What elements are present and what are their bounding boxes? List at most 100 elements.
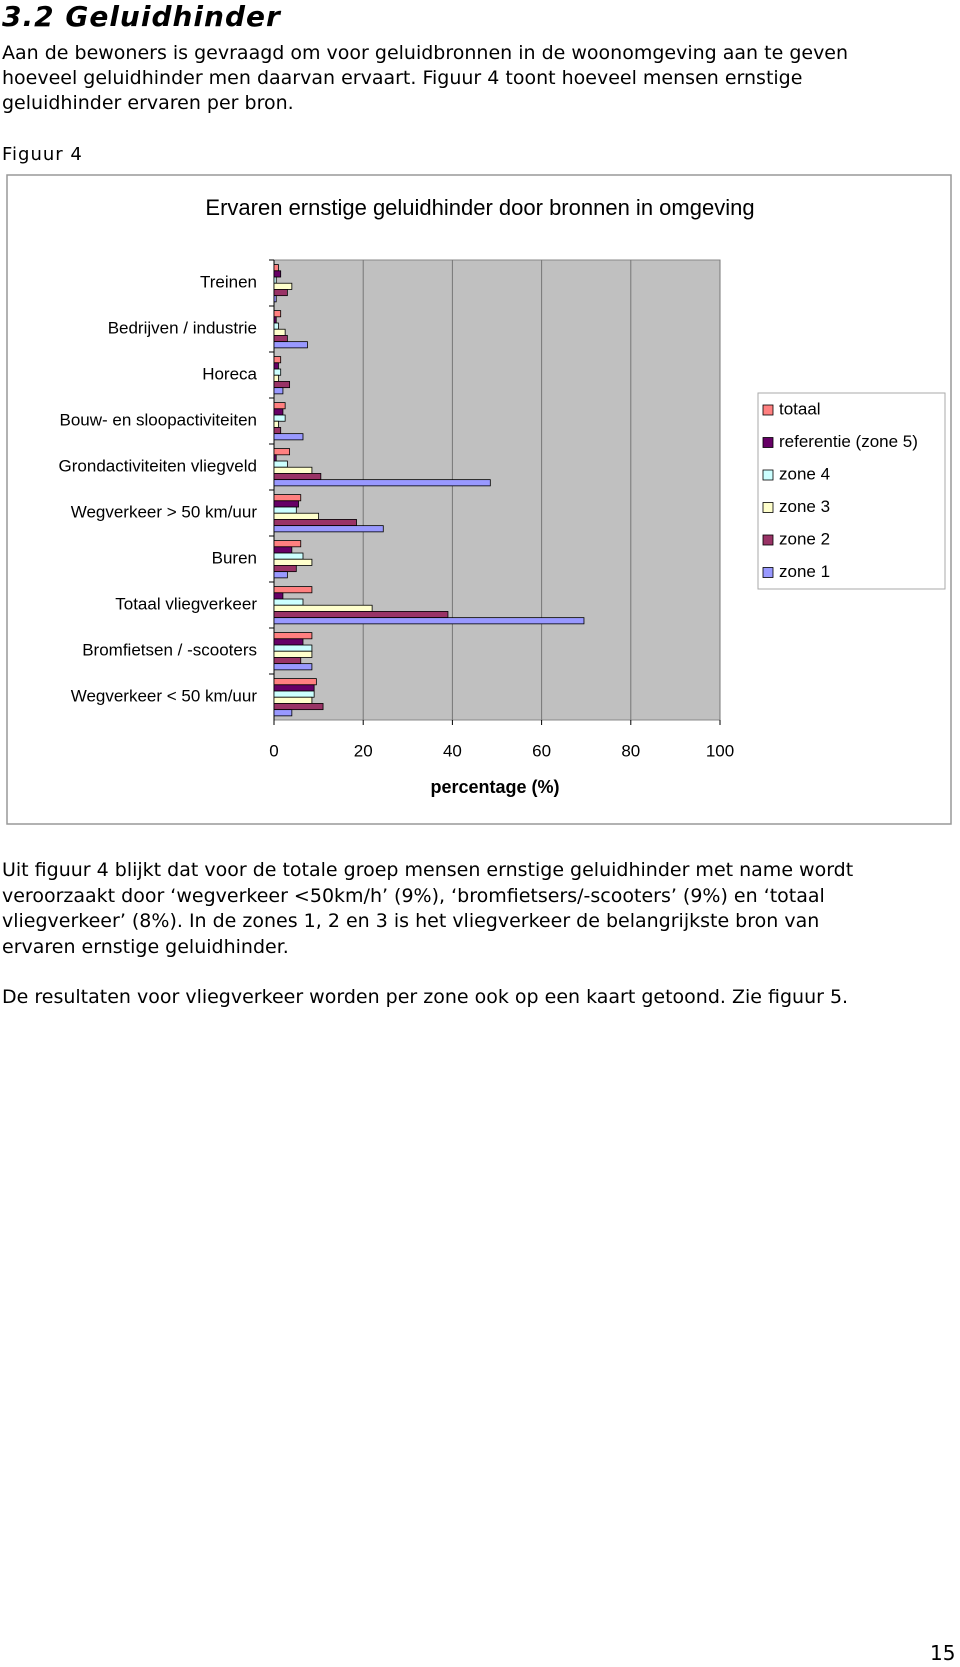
bar: [273, 368, 282, 376]
bar: [273, 632, 313, 640]
bar: [273, 454, 277, 462]
y-tick-label: Grondactiviteiten vliegveld: [59, 456, 257, 475]
bar: [273, 295, 277, 303]
plot-area: [273, 259, 721, 721]
bar: [273, 552, 304, 560]
bar: [273, 433, 304, 441]
bar: [273, 335, 288, 343]
legend-swatch: [762, 567, 774, 578]
bar: [273, 500, 299, 508]
x-tick-label: 20: [354, 741, 373, 760]
x-axis-label: percentage (%): [430, 777, 559, 797]
bar: [273, 519, 357, 527]
bar: [273, 598, 304, 606]
bar: [273, 264, 279, 272]
bar: [273, 427, 282, 435]
chart: Ervaren ernstige geluidhinder door bronn…: [6, 174, 952, 825]
legend-swatch: [762, 469, 774, 481]
bar: [273, 381, 291, 389]
bar: [273, 586, 313, 594]
bar: [273, 316, 277, 324]
bar: [273, 341, 308, 349]
legend-label: referentie (zone 5): [779, 432, 918, 451]
bar: [273, 414, 286, 422]
bar: [273, 506, 297, 514]
legend-swatch: [762, 404, 774, 416]
x-tick-label: 100: [706, 741, 734, 760]
bar: [273, 448, 291, 456]
bar: [273, 703, 324, 711]
bar: [273, 420, 279, 428]
bar: [273, 684, 315, 692]
bar: [273, 525, 384, 533]
figure-label: Figuur 4: [2, 144, 83, 165]
bar: [273, 546, 293, 554]
bar: [273, 611, 449, 619]
bar: [273, 362, 279, 370]
text-line: veroorzaakt door ‘wegverkeer <50km/h’ (9…: [2, 884, 825, 907]
bar: [273, 356, 282, 364]
text-line: geluidhinder ervaren per bron.: [2, 92, 294, 114]
bar: [273, 696, 313, 704]
bar: [273, 644, 313, 652]
bar: [273, 276, 277, 284]
text-line: vliegverkeer’ (8%). In de zones 1, 2 en …: [2, 910, 820, 932]
bar: [273, 650, 313, 658]
text-line: hoeveel geluidhinder men daarvan ervaart…: [2, 67, 803, 89]
bar: [273, 408, 284, 416]
bar: [273, 466, 313, 474]
text-line: Uit figuur 4 blijkt dat voor de totale g…: [2, 859, 854, 881]
bar: [273, 512, 319, 520]
bar: [273, 592, 284, 600]
bar: [273, 387, 284, 395]
x-tick-label: 0: [269, 741, 278, 760]
bar: [273, 460, 288, 468]
y-tick-label: Horeca: [202, 364, 257, 383]
y-tick-label: Bouw- en sloopactiviteiten: [59, 410, 257, 429]
bar: [273, 494, 302, 502]
bar: [273, 678, 317, 686]
bar: [273, 604, 373, 612]
legend-swatch: [762, 502, 774, 513]
bar: [273, 310, 282, 318]
y-tick-label: Treinen: [200, 272, 257, 291]
x-tick-label: 80: [621, 741, 640, 760]
y-tick-label: Wegverkeer > 50 km/uur: [71, 502, 258, 521]
bar: [273, 540, 302, 548]
bar: [273, 558, 313, 566]
y-tick-label: Buren: [212, 548, 257, 567]
y-tick-label: Bromfietsen / -scooters: [82, 640, 257, 659]
y-tick-label: Wegverkeer < 50 km/uur: [71, 686, 258, 705]
text-line: Aan de bewoners is gevraagd om voor gelu…: [2, 42, 849, 64]
bar: [273, 617, 585, 625]
bar: [273, 690, 315, 698]
bar: [273, 663, 313, 671]
heading: 3.2 Geluidhinder: [2, 0, 281, 33]
closing: De resultaten voor vliegverkeer worden p…: [2, 986, 849, 1008]
bar: [273, 473, 322, 481]
page-number: 15: [930, 1641, 956, 1665]
bar: [273, 402, 286, 410]
bar: [273, 374, 279, 382]
bar: [273, 709, 293, 717]
bar: [273, 322, 279, 330]
bar: [273, 657, 302, 665]
y-tick-label: Totaal vliegverkeer: [115, 594, 257, 613]
legend-label: zone 4: [779, 464, 830, 483]
y-tick-label: Bedrijven / industrie: [108, 318, 257, 337]
bar: [273, 565, 297, 573]
x-tick-label: 40: [443, 741, 462, 760]
bar: [273, 571, 288, 579]
bar: [273, 638, 304, 646]
legend-swatch: [762, 437, 774, 448]
x-tick-label: 60: [532, 741, 551, 760]
bar: [273, 270, 282, 278]
legend-swatch: [762, 534, 774, 546]
text-line: ervaren ernstige geluidhinder.: [2, 935, 289, 958]
legend-label: zone 1: [779, 562, 830, 581]
legend-label: totaal: [779, 399, 821, 418]
bar: [273, 479, 491, 487]
legend-box: [757, 392, 946, 590]
bar: [273, 282, 293, 290]
